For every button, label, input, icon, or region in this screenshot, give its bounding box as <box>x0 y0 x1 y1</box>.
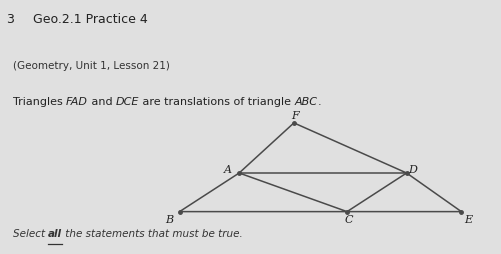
Text: Select: Select <box>13 229 48 239</box>
Text: FAD: FAD <box>66 97 88 106</box>
Text: DCE: DCE <box>116 97 139 106</box>
Text: B: B <box>165 215 173 225</box>
Text: 3: 3 <box>6 13 14 26</box>
Text: Geo.2.1 Practice 4: Geo.2.1 Practice 4 <box>33 13 147 26</box>
Text: E: E <box>463 215 471 225</box>
Text: F: F <box>291 111 299 121</box>
Text: (Geometry, Unit 1, Lesson 21): (Geometry, Unit 1, Lesson 21) <box>13 61 169 71</box>
Text: Triangles: Triangles <box>13 97 66 106</box>
Text: .: . <box>317 97 321 106</box>
Text: are translations of triangle: are translations of triangle <box>139 97 294 106</box>
Text: D: D <box>408 166 417 176</box>
Text: ABC: ABC <box>294 97 317 106</box>
Text: C: C <box>344 215 352 225</box>
Text: all: all <box>48 229 62 239</box>
Text: and: and <box>88 97 116 106</box>
Text: A: A <box>223 166 231 176</box>
Text: the statements that must be true.: the statements that must be true. <box>62 229 242 239</box>
